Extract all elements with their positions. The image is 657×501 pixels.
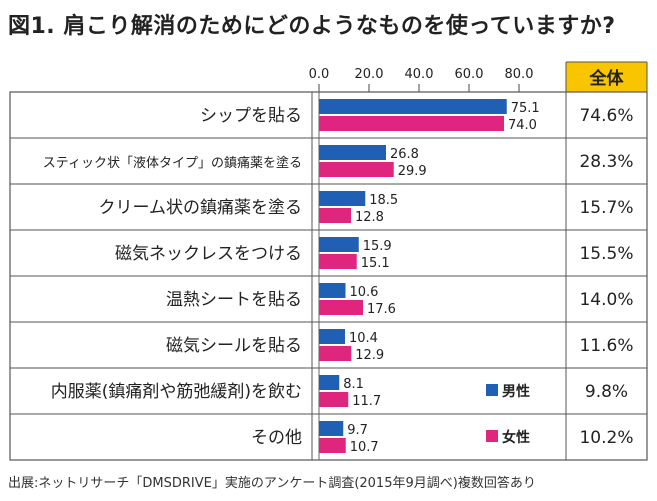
total-header-bg [566, 62, 647, 92]
data-label-male: 8.1 [343, 377, 364, 392]
x-tick-label: 40.0 [405, 67, 434, 82]
bar-male [319, 283, 346, 298]
category-label: クリーム状の鎮痛薬を塗る [99, 197, 303, 218]
total-header-label: 全体 [589, 68, 625, 89]
data-label-male: 10.4 [349, 331, 378, 346]
legend-label-male: 男性 [502, 383, 530, 400]
data-label-male: 15.9 [363, 239, 392, 254]
x-tick-label: 60.0 [455, 67, 484, 82]
x-tick-label: 80.0 [505, 67, 534, 82]
total-value: 14.0% [579, 290, 633, 310]
bar-female [319, 438, 346, 453]
bar-male [319, 145, 386, 160]
bar-male [319, 329, 345, 344]
category-label: 温熱シートを貼る [166, 290, 302, 310]
data-label-female: 17.6 [367, 302, 396, 317]
data-label-female: 74.0 [508, 118, 537, 133]
data-label-male: 18.5 [369, 193, 398, 208]
bar-male [319, 237, 359, 252]
total-value: 15.7% [579, 198, 633, 218]
bar-male [319, 375, 340, 390]
data-label-female: 15.1 [361, 256, 390, 271]
total-value: 74.6% [579, 106, 633, 126]
total-value: 10.2% [579, 428, 633, 448]
bar-male [319, 421, 344, 436]
bar-male [319, 191, 366, 206]
data-label-male: 26.8 [390, 147, 419, 162]
category-label: その他 [251, 428, 302, 448]
bar-female [319, 208, 351, 223]
total-value: 15.5% [579, 244, 633, 264]
category-label: スティック状「液体タイプ」の鎮痛薬を塗る [43, 155, 302, 171]
data-label-female: 29.9 [398, 164, 427, 179]
data-label-male: 75.1 [511, 101, 540, 116]
x-tick-label: 20.0 [355, 67, 384, 82]
bar-male [319, 99, 507, 114]
category-label: 内服薬(鎮痛剤や筋弛緩剤)を飲む [51, 382, 302, 402]
category-label: 磁気ネックレスをつける [115, 244, 302, 264]
bar-female [319, 162, 394, 177]
total-value: 9.8% [585, 382, 628, 402]
category-label: 磁気シールを貼る [166, 336, 302, 356]
source-note: 出展:ネットリサーチ「DMSDRIVE」実施のアンケート調査(2015年9月調べ… [8, 476, 536, 491]
data-label-female: 11.7 [352, 394, 381, 409]
category-label: シップを貼る [200, 106, 302, 126]
chart-title: 図1. 肩こり解消のためにどのようなものを使っていますか? [8, 14, 616, 39]
data-label-male: 9.7 [347, 423, 368, 438]
bar-female [319, 392, 349, 407]
bar-female [319, 300, 363, 315]
x-tick-label: 0.0 [309, 67, 330, 82]
legend-swatch-female [486, 430, 498, 442]
total-value: 28.3% [579, 152, 633, 172]
legend-swatch-male [486, 384, 498, 396]
data-label-female: 12.8 [355, 210, 384, 225]
total-value: 11.6% [579, 336, 633, 356]
data-label-male: 10.6 [350, 285, 379, 300]
data-label-female: 10.7 [350, 440, 379, 455]
legend-label-female: 女性 [502, 429, 530, 446]
bar-female [319, 254, 357, 269]
bar-female [319, 346, 352, 361]
data-label-female: 12.9 [355, 348, 384, 363]
bar-female [319, 116, 504, 131]
